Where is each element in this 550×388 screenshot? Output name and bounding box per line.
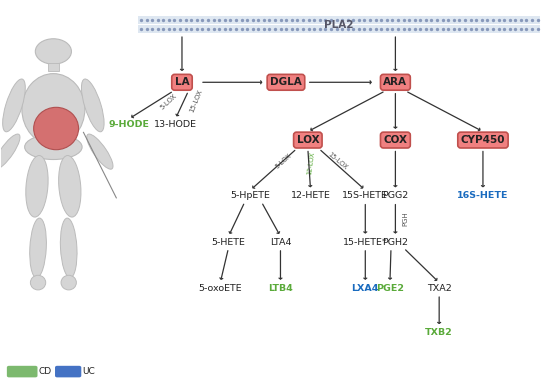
- Text: ARA: ARA: [383, 77, 408, 87]
- Text: TXA2: TXA2: [427, 284, 452, 293]
- Text: PLA2: PLA2: [324, 19, 354, 29]
- Ellipse shape: [22, 74, 85, 145]
- Text: 12-LOX: 12-LOX: [306, 151, 315, 175]
- FancyBboxPatch shape: [7, 366, 37, 378]
- Text: LTA4: LTA4: [270, 238, 291, 247]
- Text: 13-HODE: 13-HODE: [154, 120, 197, 129]
- Text: 5-HETE: 5-HETE: [212, 238, 245, 247]
- Ellipse shape: [26, 156, 48, 217]
- Ellipse shape: [60, 218, 77, 278]
- Text: PGH2: PGH2: [382, 238, 409, 247]
- Text: 5-LOX: 5-LOX: [274, 152, 293, 170]
- Text: CD: CD: [39, 367, 52, 376]
- Text: 15-LOX: 15-LOX: [327, 151, 349, 171]
- Text: 15-HETE*: 15-HETE*: [343, 238, 388, 247]
- Text: 5-LOX: 5-LOX: [159, 92, 178, 111]
- Ellipse shape: [30, 218, 46, 278]
- Text: LXA4: LXA4: [351, 284, 379, 293]
- FancyBboxPatch shape: [48, 63, 59, 71]
- Text: LA: LA: [175, 77, 189, 87]
- Text: TXB2: TXB2: [425, 328, 453, 337]
- Ellipse shape: [59, 156, 81, 217]
- Ellipse shape: [0, 134, 20, 169]
- Ellipse shape: [34, 107, 79, 150]
- Circle shape: [35, 39, 72, 64]
- Text: COX: COX: [383, 135, 408, 145]
- Ellipse shape: [25, 135, 82, 159]
- Ellipse shape: [87, 134, 113, 169]
- FancyBboxPatch shape: [138, 25, 541, 33]
- FancyBboxPatch shape: [138, 16, 541, 24]
- Text: UC: UC: [82, 367, 95, 376]
- Text: 12-HETE: 12-HETE: [290, 191, 331, 201]
- Ellipse shape: [30, 275, 46, 290]
- Text: 5-HpETE: 5-HpETE: [230, 191, 270, 201]
- Text: DGLA: DGLA: [270, 77, 302, 87]
- Ellipse shape: [3, 79, 25, 132]
- Text: PGH: PGH: [402, 212, 408, 227]
- Text: 15-LOX: 15-LOX: [188, 88, 203, 113]
- Text: 16S-HETE: 16S-HETE: [457, 191, 509, 201]
- FancyBboxPatch shape: [55, 366, 81, 378]
- Ellipse shape: [81, 79, 104, 132]
- Text: LOX: LOX: [296, 135, 319, 145]
- Text: 5-oxoETE: 5-oxoETE: [199, 284, 242, 293]
- Text: 15S-HETE: 15S-HETE: [342, 191, 388, 201]
- Text: PGE2: PGE2: [376, 284, 404, 293]
- Text: LTB4: LTB4: [268, 284, 293, 293]
- Ellipse shape: [61, 275, 76, 290]
- Text: CYP450: CYP450: [461, 135, 505, 145]
- Text: 9-HODE: 9-HODE: [108, 120, 150, 129]
- Text: PGG2: PGG2: [382, 191, 409, 201]
